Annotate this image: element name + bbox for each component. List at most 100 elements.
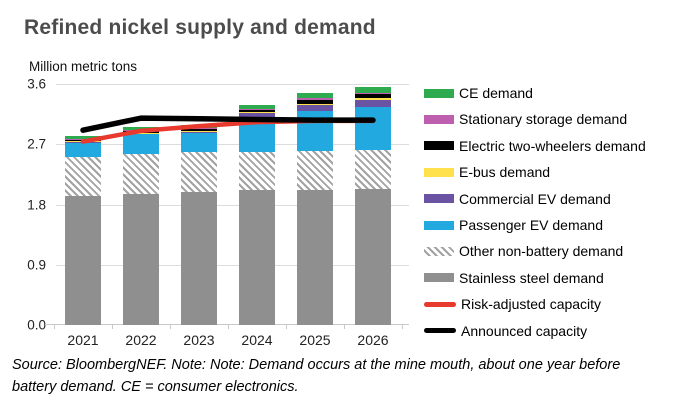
bar-segment — [65, 195, 101, 325]
legend-item: Announced capacity — [424, 318, 587, 344]
bar-segment — [239, 190, 275, 325]
y-axis-unit-label: Million metric tons — [29, 59, 138, 74]
y-axis-tick-label: 3.6 — [27, 76, 46, 92]
x-axis-tick — [402, 325, 403, 329]
legend-label: Risk-adjusted capacity — [461, 296, 602, 313]
source-note-line1: Source: BloombergNEF. Note: Note: Demand… — [12, 357, 621, 373]
bar-segment — [355, 94, 391, 99]
legend-label: CE demand — [459, 85, 533, 101]
legend-item: Stationary storage demand — [424, 106, 627, 132]
bar-segment — [123, 134, 159, 154]
bar-segment — [297, 189, 333, 325]
x-axis-tick — [286, 325, 287, 329]
legend-swatch-icon — [424, 301, 456, 307]
legend-swatch-icon — [424, 273, 454, 283]
bar-segment — [123, 153, 159, 194]
source-note: Source: BloombergNEF. Note: Note: Demand… — [12, 354, 620, 398]
bar-segment — [123, 126, 159, 130]
source-note-line2: battery demand. CE = consumer electronic… — [12, 379, 299, 395]
bar-segment — [239, 109, 275, 113]
bar-segment — [297, 100, 333, 105]
bar-segment — [355, 100, 391, 107]
bar-segment — [297, 104, 333, 111]
y-axis-tick-label: 0.9 — [27, 257, 46, 273]
gridline — [56, 264, 409, 266]
legend-item: CE demand — [424, 80, 533, 106]
bar-segment — [181, 151, 217, 192]
bar-segment — [181, 191, 217, 325]
x-axis-line — [45, 324, 409, 325]
bar-segment — [239, 104, 275, 109]
y-axis-tick-label: 0.0 — [27, 317, 46, 333]
bar-segment — [181, 130, 217, 132]
x-axis-tick-label: 2021 — [67, 332, 99, 348]
bar-segment — [355, 87, 391, 93]
capacity-lines — [80, 115, 376, 144]
bar-segment — [355, 92, 391, 95]
legend-label: Stainless steel demand — [459, 269, 604, 286]
y-axis-tick-label: 2.7 — [27, 136, 46, 152]
legend-swatch-icon — [424, 194, 454, 204]
legend-swatch-icon — [424, 328, 456, 334]
legend-item: Electric two-wheelers demand — [424, 133, 646, 159]
bar-segment — [181, 128, 217, 130]
legend-item: Stainless steel demand — [424, 265, 604, 291]
x-axis-tick-label: 2025 — [299, 332, 331, 348]
legend-item: Risk-adjusted capacity — [424, 291, 601, 317]
legend-item: Passenger EV demand — [424, 212, 603, 238]
x-axis-tick — [54, 325, 55, 329]
legend-label: Electric two-wheelers demand — [459, 137, 646, 154]
bar-segment — [181, 128, 217, 131]
bar-segment — [239, 151, 275, 191]
legend-swatch-icon — [424, 167, 454, 177]
chart-title: Refined nickel supply and demand — [24, 16, 376, 39]
legend-item: Other non-battery demand — [424, 238, 623, 264]
bar-segment — [297, 98, 333, 101]
y-axis-tick-label: 1.8 — [27, 197, 46, 212]
bar-segment — [181, 132, 217, 152]
bar-segment — [65, 136, 101, 140]
bar-segment — [355, 106, 391, 151]
bar-segment — [297, 104, 333, 106]
x-axis-tick-label: 2023 — [183, 332, 215, 348]
gridline — [56, 144, 409, 146]
legend-label: Passenger EV demand — [459, 217, 603, 233]
legend-item: E-bus demand — [424, 159, 550, 185]
bar-segment — [239, 113, 275, 118]
legend-label: Commercial EV demand — [459, 190, 611, 207]
legend-swatch-icon — [424, 88, 454, 98]
legend-label: Stationary storage demand — [459, 111, 628, 128]
bar-segment — [123, 193, 159, 325]
bar-segment — [355, 98, 391, 101]
plot-area — [45, 84, 409, 329]
announced-capacity-line — [80, 115, 376, 133]
bar-segment — [65, 142, 101, 157]
bar-segment — [181, 131, 217, 133]
bar-segment — [65, 156, 101, 196]
x-axis-tick — [112, 325, 113, 329]
x-axis-tick — [228, 325, 229, 329]
x-axis-tick-label: 2024 — [241, 332, 273, 348]
bar-segment — [297, 150, 333, 190]
gridline — [56, 204, 409, 206]
bar-segment — [355, 189, 391, 325]
x-axis-tick-label: 2026 — [357, 332, 389, 348]
legend-swatch-icon — [424, 246, 454, 256]
x-axis-labels: 2021 2022 2023 2024 2025 2026 — [52, 332, 409, 350]
bar-segment — [297, 93, 333, 99]
legend-item: Commercial EV demand — [424, 186, 611, 212]
y-axis-labels: 3.6 2.7 1.8 0.9 0.0 — [14, 77, 46, 333]
bar-segment — [239, 108, 275, 110]
legend-label: E-bus demand — [459, 164, 551, 181]
legend-label: Other non-battery demand — [459, 243, 624, 260]
x-axis-tick — [170, 325, 171, 329]
bar-segment — [355, 150, 391, 190]
legend-label: Announced capacity — [461, 322, 588, 339]
gridline — [56, 84, 409, 85]
legend-swatch-icon — [424, 220, 454, 230]
x-axis-tick — [344, 325, 345, 329]
bar-segment — [239, 112, 275, 114]
legend-swatch-icon — [424, 114, 454, 124]
x-axis-tick-label: 2022 — [125, 332, 157, 348]
legend-swatch-icon — [424, 141, 454, 151]
